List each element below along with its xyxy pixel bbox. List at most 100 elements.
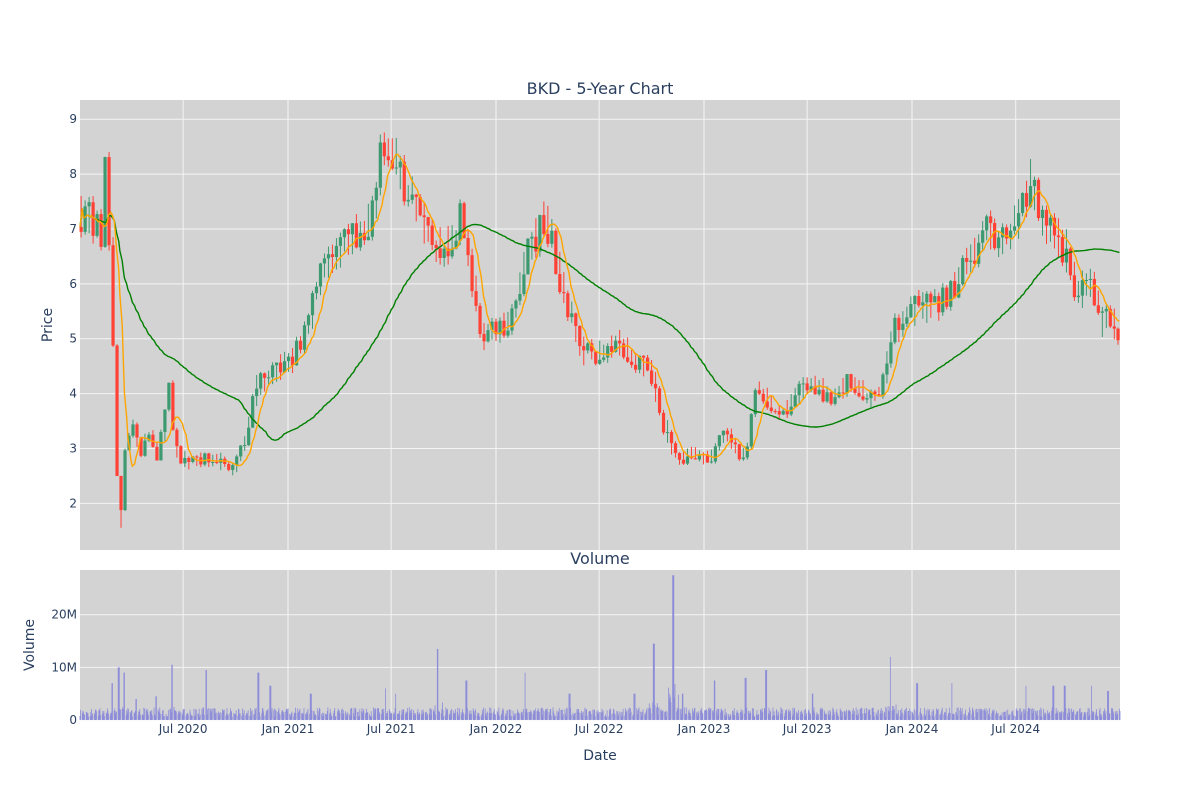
volume-bar <box>656 703 658 720</box>
volume-bar <box>181 713 183 720</box>
volume-bar <box>259 716 261 720</box>
candle-up <box>753 390 757 415</box>
volume-bar <box>720 708 722 720</box>
candle-down <box>462 203 466 238</box>
volume-bar <box>394 708 396 720</box>
volume-bar <box>753 715 755 720</box>
volume-bar <box>1083 716 1084 720</box>
volume-bar <box>170 711 172 720</box>
volume-bar <box>253 714 255 720</box>
volume-bar <box>524 672 526 720</box>
candle-up <box>997 237 1001 249</box>
volume-bar <box>233 713 235 720</box>
volume-bar <box>1068 707 1070 720</box>
volume-bar <box>371 716 373 720</box>
volume-bar <box>397 713 399 720</box>
volume-bar <box>984 710 986 720</box>
volume-bar <box>178 711 179 720</box>
candle-up <box>131 424 135 436</box>
volume-bar <box>532 714 534 720</box>
volume-bar <box>285 711 287 720</box>
volume-bar <box>361 711 362 720</box>
volume-bar <box>229 713 231 720</box>
volume-bar <box>133 712 135 720</box>
volume-bar <box>114 713 116 720</box>
volume-bar <box>481 709 483 720</box>
candle-down <box>91 202 95 236</box>
volume-bar <box>466 680 468 720</box>
volume-bar <box>218 715 220 720</box>
candle-up <box>797 383 801 396</box>
candle-up <box>909 304 913 318</box>
volume-bar <box>622 715 623 720</box>
volume-bar <box>893 709 895 720</box>
volume-bar <box>1012 710 1014 720</box>
volume-bar <box>839 708 841 720</box>
volume-bar <box>193 708 195 720</box>
volume-bar <box>377 708 379 720</box>
volume-bar <box>903 714 905 720</box>
volume-bar <box>681 714 683 720</box>
candle-down <box>402 161 406 202</box>
volume-bar <box>438 711 440 720</box>
volume-bar <box>166 716 168 720</box>
volume-bar <box>606 710 608 720</box>
volume-bar <box>873 711 875 720</box>
volume-bar <box>289 714 291 720</box>
volume-bar <box>227 714 229 720</box>
volume-bar <box>858 713 859 720</box>
volume-bar <box>394 714 395 720</box>
volume-bar <box>617 716 619 720</box>
volume-bar <box>482 713 484 720</box>
volume-bar <box>996 713 998 720</box>
volume-bar <box>439 711 440 720</box>
volume-bar <box>844 715 846 720</box>
candle-down <box>705 454 710 463</box>
volume-bar <box>972 709 974 720</box>
volume-bar <box>741 713 743 720</box>
volume-bar <box>198 713 199 720</box>
volume-bar <box>908 710 909 720</box>
volume-bar <box>1079 707 1081 720</box>
volume-bar <box>585 715 586 720</box>
volume-bar <box>290 715 292 720</box>
candle-down <box>494 321 498 335</box>
candle-down <box>135 424 139 438</box>
candle-up <box>949 281 953 307</box>
candle-up <box>410 194 414 200</box>
volume-bar <box>434 710 435 720</box>
volume-bar <box>257 672 259 720</box>
candle-down <box>645 357 650 371</box>
volume-bar <box>464 713 466 720</box>
volume-bar <box>808 709 810 720</box>
volume-bar <box>437 648 439 720</box>
volume-bar <box>253 714 255 720</box>
candle-down <box>693 458 698 460</box>
volume-bar <box>146 712 148 720</box>
volume-bar <box>386 713 388 720</box>
candle-down <box>661 412 666 433</box>
volume-bar <box>975 709 977 720</box>
volume-bar <box>752 715 754 720</box>
x-tick-label: Jul 2022 <box>574 722 624 736</box>
volume-bar <box>173 706 175 720</box>
volume-bar <box>598 712 600 720</box>
volume-bar <box>101 714 103 720</box>
volume-bar <box>129 712 131 720</box>
volume-bar <box>760 709 762 720</box>
x-tick-label: Jan 2024 <box>885 722 939 736</box>
volume-bar <box>1057 710 1059 720</box>
volume-bar <box>620 716 622 720</box>
volume-bar <box>888 710 890 720</box>
candle-up <box>247 427 251 446</box>
volume-bar <box>991 713 993 720</box>
volume-bar <box>564 709 566 720</box>
volume-bar <box>749 710 751 720</box>
volume-bar <box>1017 710 1018 720</box>
volume-bar <box>788 709 790 720</box>
volume-bar <box>526 708 528 720</box>
volume-bar <box>1069 709 1071 720</box>
